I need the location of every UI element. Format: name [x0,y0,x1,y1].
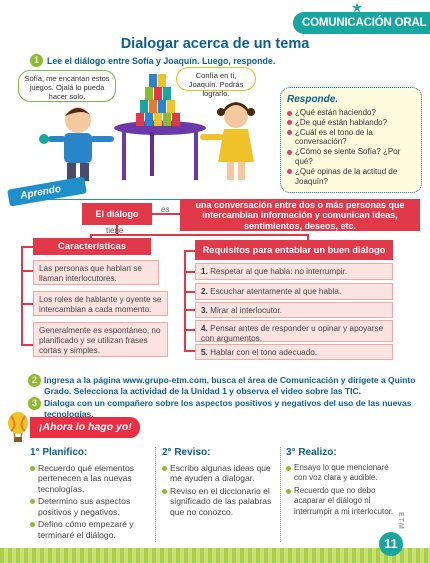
requisito-item: 4. Pensar antes de responder u opinar y … [195,320,393,343]
connector-line [184,271,195,273]
column-divider [155,447,156,542]
requisito-number: 1. [201,267,208,276]
realizo-heading: 3° Realizo: [286,447,337,458]
page-number: 11 [379,532,403,556]
sofia-speech-bubble: Confía en ti, Joaquín. Podrás lograrlo. [176,67,256,98]
requisito-number: 3. [201,306,208,315]
column-divider [280,447,281,542]
requisito-item: 3. Mirar al interlocutor. [195,302,393,318]
responde-question: ¿Cuál es el tono de la conversación? [287,128,415,148]
requisito-number: 4. [201,324,208,333]
concept-box: El diálogo [82,203,152,225]
planifico-item: Determino sus aspectos positivos y negat… [30,496,148,517]
requisito-text: Escuchar atentamente al que habla. [210,287,342,296]
realizo-column: 3° Realizo: Ensayo lo que mencionaré con… [286,447,398,519]
requisito-text: Mirar al interlocutor. [210,306,283,315]
realizo-item: Ensayo lo que mencionaré con voz clara y… [286,463,398,484]
children-playing-illustration [39,74,255,181]
definition-box: una conversación entre dos o más persona… [180,199,420,231]
connector-line [184,309,195,311]
reviso-list: Escribo algunas ideas que me ayuden a di… [162,463,274,517]
caracteristica-item: Los roles de hablante y oyente se interc… [33,291,168,316]
caracteristica-item: Las personas que hablan se llaman interl… [33,260,159,285]
connector-line [184,250,186,350]
step-number-1: 1 [30,54,43,67]
requisito-item: 1. Respetar al que habla: no interrumpir… [195,263,393,280]
responde-question-list: ¿Qué están haciendo? ¿De qué están habla… [287,108,415,186]
step-2-instruction: Ingresa a la página www.grupo-etm.com, b… [44,375,416,396]
planifico-item: Defino cómo empezaré y terminaré el diál… [30,519,148,540]
connector-line [116,225,118,235]
responde-box: Responde. ¿Qué están haciendo? ¿De qué e… [280,87,422,193]
connector-line [307,234,309,241]
star-icon: ★ [351,0,363,15]
connector-line [21,270,33,272]
caracteristica-item: Generalmente es espontáneo, no planifica… [33,322,168,357]
connector-line [184,291,195,293]
publisher-code: ETM [397,512,404,530]
connector-line [90,234,92,239]
responde-question: ¿De qué están hablando? [287,118,415,128]
requisito-item: 2. Escuchar atentamente al que habla. [195,283,393,300]
connector-line [90,234,308,236]
requisito-text: Respetar al que habla: no interrumpir. [210,267,348,276]
reviso-item: Escribo algunas ideas que me ayuden a di… [162,463,274,484]
step-number-2: 2 [28,374,41,387]
dialogue-illustration [18,66,278,186]
requisito-number: 2. [201,287,208,296]
responde-title: Responde. [287,94,339,105]
connector-line [152,213,180,215]
section-banner: COMUNICACIÓN ORAL [293,12,430,34]
requisito-text: Pensar antes de responder u opinar y apo… [201,324,384,343]
page-title: Dialogar acerca de un tema [120,36,310,52]
joaquin-speech-bubble: Sofía, me encantan estos juegos. Ojalá l… [18,70,116,102]
planifico-column: 1° Planifico: Recuerdo qué elementos per… [30,447,148,543]
planifico-item: Recuerdo qué elementos pertenecen a las … [30,463,148,494]
realizo-list: Ensayo lo que mencionaré con voz clara y… [286,463,398,517]
requisito-item: 5. Hablar con el tono adecuado. [195,344,393,360]
step-1-instruction: Lee el diálogo entre Sofía y Joaquín. Lu… [47,56,276,66]
planifico-list: Recuerdo qué elementos pertenecen a las … [30,463,148,540]
connector-line [184,350,195,352]
connector-line [21,344,33,346]
responde-question: ¿Qué opinas de la actitud de Joaquín? [287,167,415,187]
reviso-column: 2° Reviso: Escribo algunas ideas que me … [162,447,274,519]
hot-air-balloon-icon [6,412,30,442]
requisito-number: 5. [201,348,208,357]
reviso-item: Reviso en el diccionario el significado … [162,486,274,517]
step-3-instruction: Dialoga con un compañero sobre los aspec… [44,398,412,419]
connector-line [21,246,23,346]
connector-line [21,303,33,305]
step-number-3: 3 [28,397,41,410]
connector-line [184,329,195,331]
bottom-decorative-stripe [0,548,430,563]
requisito-text: Hablar con el tono adecuado. [210,348,318,357]
caracteristicas-heading: Características [33,238,151,255]
requisitos-heading: Requisitos para entablar un buen diálogo [195,240,393,260]
reviso-heading: 2° Reviso: [162,447,211,458]
planifico-heading: 1° Planifico: [30,447,88,458]
connector-line [21,246,33,248]
realizo-item: Recuerdo que no debo acaparar el diálogo… [286,486,398,517]
tiene-label: tiene [106,226,124,235]
ahora-lo-hago-yo-tab: ¡Ahora lo hago yo! [30,417,140,438]
connector-line [184,250,195,252]
responde-question: ¿Cómo se siente Sofía? ¿Por qué? [287,147,415,167]
es-label: es [161,205,170,214]
responde-question: ¿Qué están haciendo? [287,108,415,118]
